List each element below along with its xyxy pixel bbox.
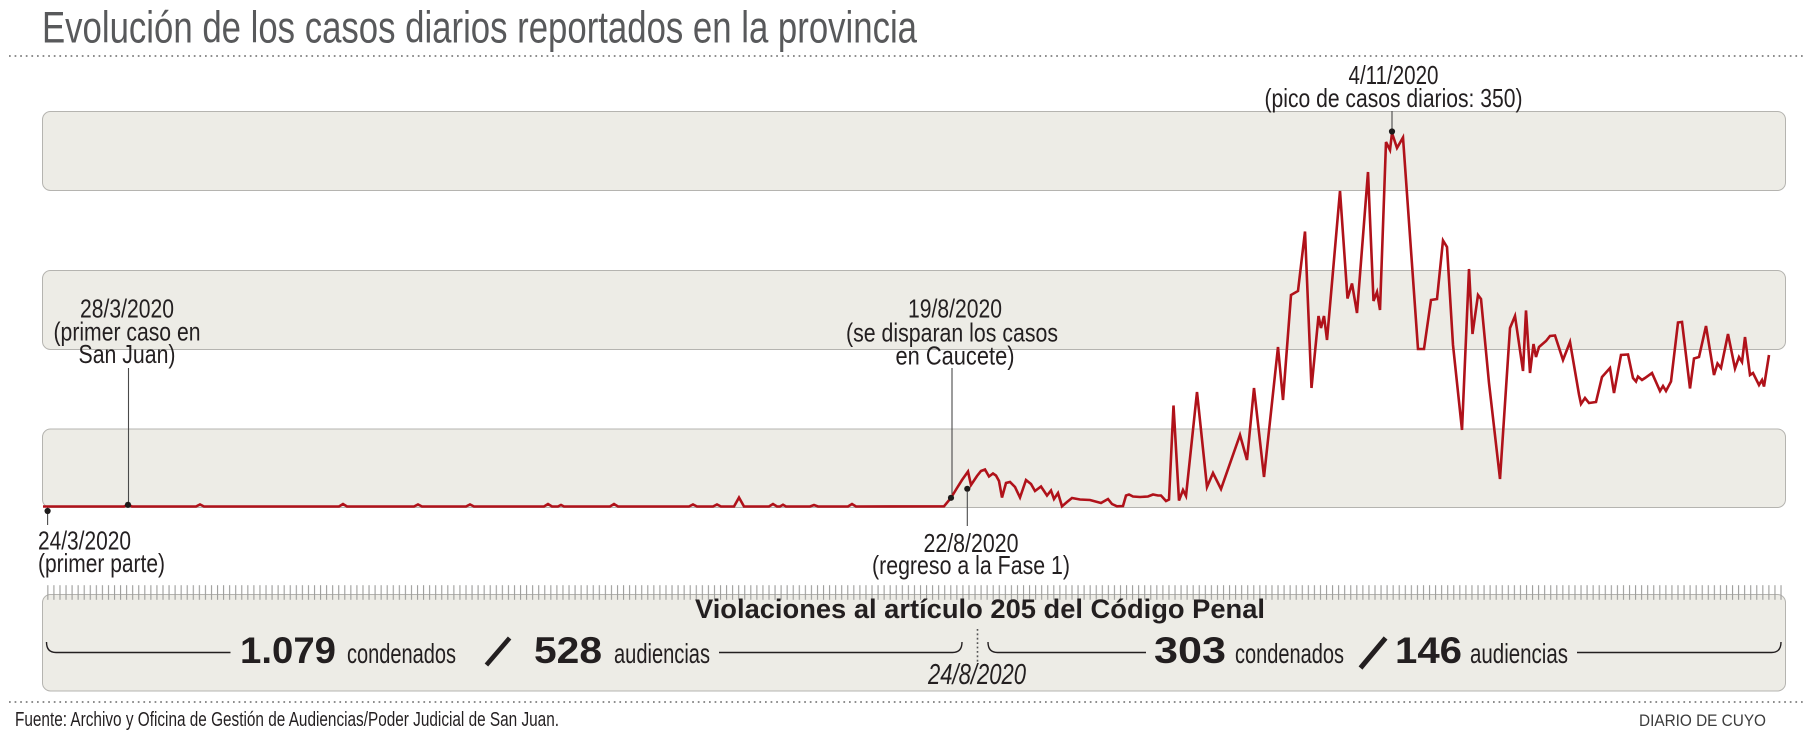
svg-text:528: 528 xyxy=(534,630,602,671)
svg-text:(primer parte): (primer parte) xyxy=(38,548,165,578)
svg-text:San Juan): San Juan) xyxy=(79,339,176,369)
svg-text:19/8/2020: 19/8/2020 xyxy=(908,294,1002,324)
svg-text:DIARIO DE CUYO: DIARIO DE CUYO xyxy=(1639,712,1766,730)
svg-text:28/3/2020: 28/3/2020 xyxy=(80,294,174,324)
svg-text:24/8/2020: 24/8/2020 xyxy=(927,659,1026,691)
svg-text:condenados: condenados xyxy=(1235,638,1344,669)
svg-text:Evolución de los casos diarios: Evolución de los casos diarios reportado… xyxy=(42,4,917,53)
svg-text:(pico de casos diarios: 350): (pico de casos diarios: 350) xyxy=(1265,83,1523,113)
svg-text:303: 303 xyxy=(1154,630,1226,671)
svg-text:22/8/2020: 22/8/2020 xyxy=(924,528,1019,558)
svg-text:(primer caso en: (primer caso en xyxy=(54,317,201,347)
svg-text:1.079: 1.079 xyxy=(240,630,336,671)
svg-text:4/11/2020: 4/11/2020 xyxy=(1349,60,1439,90)
svg-text:condenados: condenados xyxy=(347,638,456,669)
svg-text:en Caucete): en Caucete) xyxy=(896,341,1015,371)
svg-text:Violaciones al artículo 205 de: Violaciones al artículo 205 del Código P… xyxy=(695,594,1265,624)
svg-text:146: 146 xyxy=(1395,630,1462,671)
svg-text:24/3/2020: 24/3/2020 xyxy=(38,526,131,556)
svg-text:audiencias: audiencias xyxy=(614,638,710,669)
svg-text:audiencias: audiencias xyxy=(1470,638,1568,669)
svg-text:(se disparan los casos: (se disparan los casos xyxy=(846,318,1058,348)
svg-text:Fuente: Archivo y Oficina de G: Fuente: Archivo y Oficina de Gestión de … xyxy=(15,709,559,731)
svg-text:(regreso a la Fase 1): (regreso a la Fase 1) xyxy=(872,550,1070,580)
